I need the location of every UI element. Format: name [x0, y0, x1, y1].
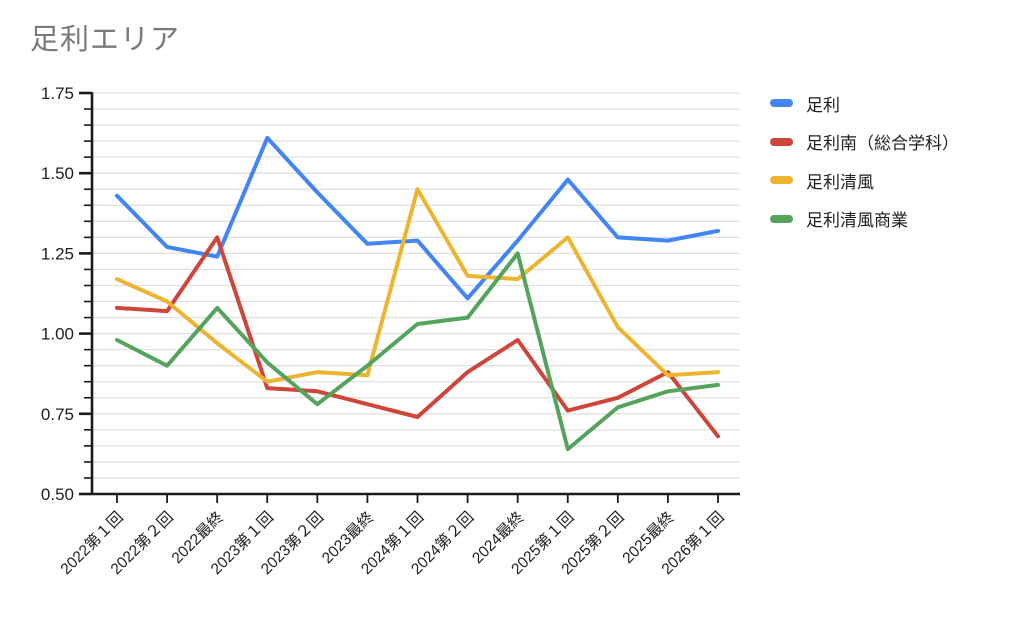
chart-legend: 足利足利南（総合学科） 足利清風足利清風商業 [770, 84, 959, 238]
legend-item-1: 足利南（総合学科） [770, 123, 959, 162]
y-tick-label: 0.75 [41, 405, 74, 424]
chart-title: 足利エリア [30, 24, 181, 56]
legend-item-0: 足利 [770, 84, 959, 123]
y-tick-label: 1.25 [41, 244, 74, 263]
legend-item-3: 足利清風商業 [770, 200, 959, 239]
legend-label: 足利南（総合学科） [806, 134, 959, 154]
legend-label: 足利 [806, 95, 840, 115]
series-line-3 [115, 251, 720, 452]
legend-label: 足利清風商業 [806, 211, 908, 231]
y-tick-label: 1.75 [41, 84, 74, 103]
legend-label: 足利清風 [806, 172, 874, 192]
legend-item-2: 足利清風 [770, 161, 959, 200]
legend-swatch-icon [770, 214, 793, 223]
legend-swatch-icon [770, 137, 793, 146]
y-tick-label: 0.50 [41, 485, 74, 504]
legend-swatch-icon [770, 176, 793, 185]
series-line-0 [115, 135, 720, 301]
y-tick-label: 1.00 [41, 325, 74, 344]
legend-swatch-icon [770, 99, 793, 108]
y-tick-label: 1.50 [41, 164, 74, 183]
series-line-1 [115, 235, 720, 439]
series-line-2 [115, 187, 720, 384]
